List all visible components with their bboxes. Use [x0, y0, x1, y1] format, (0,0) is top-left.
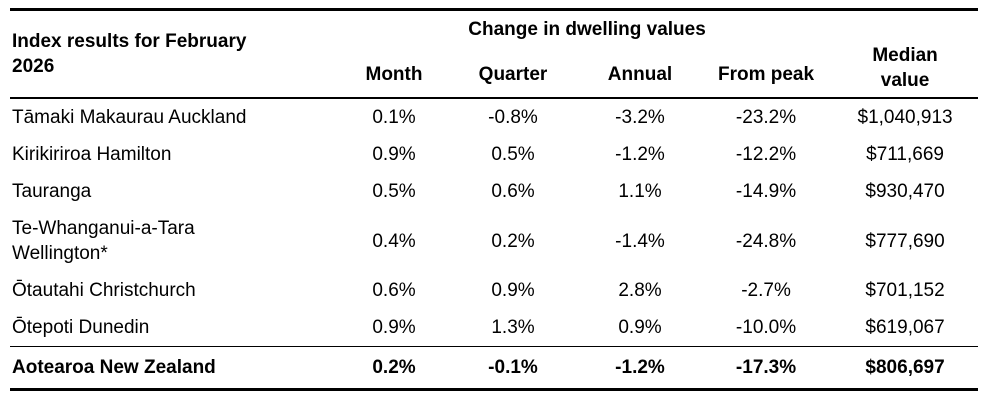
annual-value: 0.9%	[618, 317, 662, 338]
median-value: $930,470	[865, 181, 945, 202]
region-cell: Aotearoa New Zealand	[10, 346, 342, 391]
month-value: 0.5%	[372, 181, 416, 202]
table-row-tauranga: Tauranga 0.5% 0.6% 1.1% -14.9% $930,470	[10, 173, 978, 210]
quarter-value: 0.9%	[491, 280, 535, 301]
from-peak-value: -12.2%	[735, 144, 797, 165]
region-cell: Te-Whanganui-a-Tara Wellington*	[12, 218, 195, 264]
region-cell: Tāmaki Makaurau Auckland	[10, 97, 342, 136]
table-title: Index results for February 2026	[12, 31, 247, 77]
month-value: 0.9%	[372, 144, 416, 165]
median-value: $1,040,913	[832, 97, 979, 136]
quarter-value: 0.5%	[491, 144, 535, 165]
table-row-auckland: Tāmaki Makaurau Auckland 0.1% -0.8% -3.2…	[10, 97, 979, 136]
from-peak-value: -10.0%	[735, 317, 797, 338]
annual-value: -1.2%	[580, 346, 700, 391]
median-value: $777,690	[865, 230, 945, 252]
annual-value: -3.2%	[580, 97, 700, 136]
table-row-christchurch: Ōtautahi Christchurch 0.6% 0.9% 2.8% -2.…	[10, 272, 978, 309]
region-cell: Kirikiriroa Hamilton	[12, 144, 172, 165]
quarter-value: 0.6%	[491, 181, 535, 202]
region-cell: Ōtautahi Christchurch	[12, 280, 196, 301]
month-value: 0.1%	[342, 97, 446, 136]
table-row-hamilton: Kirikiriroa Hamilton 0.9% 0.5% -1.2% -12…	[10, 136, 978, 173]
annual-value: 1.1%	[618, 181, 662, 202]
from-peak-value: -23.2%	[700, 97, 833, 136]
from-peak-value: -14.9%	[735, 181, 797, 202]
annual-value: -1.2%	[615, 144, 665, 165]
table-row-dunedin: Ōtepoti Dunedin 0.9% 1.3% 0.9% -10.0% $6…	[10, 309, 978, 347]
from-peak-value: -2.7%	[741, 280, 791, 301]
median-value: $619,067	[865, 317, 945, 338]
table-row-new-zealand-total: Aotearoa New Zealand 0.2% -0.1% -1.2% -1…	[10, 346, 979, 391]
column-group-header: Change in dwelling values	[468, 19, 706, 40]
month-value: 0.6%	[372, 280, 416, 301]
region-cell: Tauranga	[12, 181, 92, 202]
quarter-value: -0.1%	[446, 346, 580, 391]
column-header-month: Month	[365, 64, 423, 85]
annual-value: -1.4%	[615, 230, 665, 252]
column-header-from-peak: From peak	[717, 64, 815, 85]
median-value: $701,152	[865, 280, 945, 301]
from-peak-value: -24.8%	[735, 230, 797, 252]
column-header-median-value: Median value	[872, 45, 938, 91]
column-header-quarter: Quarter	[478, 64, 548, 85]
quarter-value: 0.2%	[491, 230, 535, 252]
median-value: $806,697	[832, 346, 979, 391]
from-peak-value: -17.3%	[700, 346, 833, 391]
month-value: 0.9%	[372, 317, 416, 338]
month-value: 0.4%	[372, 230, 416, 252]
month-value: 0.2%	[342, 346, 446, 391]
index-results-table: Index results for February 2026 Change i…	[10, 8, 979, 391]
table-row-wellington: Te-Whanganui-a-Tara Wellington* 0.4% 0.2…	[10, 210, 978, 272]
quarter-value: -0.8%	[446, 97, 580, 136]
quarter-value: 1.3%	[491, 317, 535, 338]
region-cell: Ōtepoti Dunedin	[12, 317, 150, 338]
column-header-annual: Annual	[607, 64, 673, 85]
median-value: $711,669	[866, 144, 944, 165]
annual-value: 2.8%	[618, 280, 662, 301]
